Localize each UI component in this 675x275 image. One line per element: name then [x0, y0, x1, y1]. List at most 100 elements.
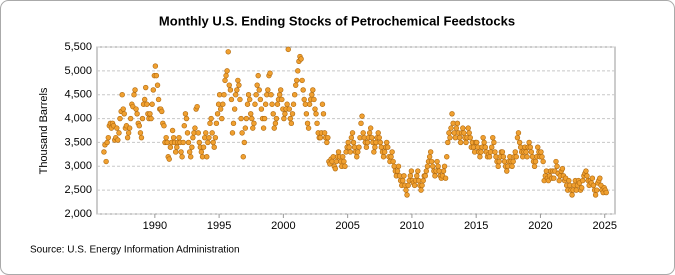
point	[314, 120, 320, 127]
point	[490, 134, 496, 141]
point	[247, 96, 253, 103]
point	[230, 120, 237, 127]
point	[442, 175, 449, 181]
point	[332, 165, 339, 172]
point	[579, 185, 585, 191]
point	[445, 139, 451, 146]
point	[200, 144, 207, 150]
point	[324, 139, 330, 146]
point	[236, 82, 242, 88]
point	[186, 149, 193, 155]
point	[347, 149, 354, 155]
x-tick-label: 2005	[335, 220, 359, 232]
point	[389, 149, 395, 155]
point	[589, 175, 596, 181]
point	[257, 96, 264, 103]
point	[603, 189, 609, 196]
y-tick-label: 2,000	[64, 208, 92, 220]
point	[317, 134, 324, 141]
point	[540, 158, 546, 165]
point	[284, 101, 290, 107]
point	[477, 154, 483, 160]
point	[492, 149, 498, 155]
point	[592, 192, 599, 198]
point	[367, 125, 374, 131]
point	[405, 182, 411, 189]
point	[224, 68, 230, 74]
point	[104, 139, 110, 146]
point	[287, 115, 294, 122]
point	[176, 134, 182, 141]
point	[580, 177, 586, 184]
point	[214, 111, 221, 117]
point	[500, 154, 507, 160]
point	[335, 149, 342, 155]
point	[282, 111, 288, 117]
point	[127, 115, 134, 122]
point	[205, 139, 211, 146]
point	[453, 125, 460, 131]
point	[188, 154, 194, 160]
point	[426, 154, 433, 160]
source: Source: U.S. Energy Information Administ…	[30, 245, 240, 256]
point	[221, 92, 227, 98]
point	[559, 165, 566, 172]
point	[294, 77, 300, 84]
point	[513, 154, 519, 160]
point	[376, 134, 382, 141]
point	[239, 130, 245, 136]
point	[369, 134, 375, 141]
point	[114, 125, 120, 131]
point	[260, 125, 267, 131]
point	[435, 163, 441, 169]
point	[261, 115, 268, 122]
point	[466, 130, 472, 136]
point	[385, 144, 391, 150]
point	[539, 154, 545, 160]
point	[486, 154, 493, 160]
point	[203, 130, 209, 136]
point	[132, 87, 138, 93]
point	[209, 130, 215, 136]
point	[281, 115, 287, 122]
point	[183, 115, 190, 122]
chart-title: Monthly U.S. Ending Stocks of Petrochemi…	[159, 13, 515, 28]
point	[152, 63, 159, 69]
point	[360, 130, 366, 136]
point	[395, 163, 402, 169]
point	[116, 130, 122, 136]
point	[473, 139, 480, 146]
point	[554, 163, 560, 169]
point	[310, 87, 316, 93]
point	[495, 163, 501, 169]
point	[279, 96, 285, 103]
point	[532, 158, 539, 165]
point	[184, 130, 191, 136]
y-tick-label: 2,500	[64, 184, 92, 196]
point	[256, 87, 262, 93]
point	[167, 144, 174, 150]
point	[526, 139, 532, 146]
point	[531, 163, 538, 169]
point	[515, 130, 522, 136]
point	[384, 139, 390, 146]
point	[414, 173, 420, 179]
point	[237, 96, 243, 103]
point	[126, 125, 133, 131]
point	[401, 173, 407, 179]
point	[139, 115, 146, 122]
point	[320, 111, 327, 117]
point	[121, 111, 127, 117]
point	[293, 82, 299, 88]
y-tick-label: 5,500	[64, 41, 92, 53]
point	[252, 101, 258, 107]
point	[375, 130, 381, 136]
point	[227, 87, 234, 93]
point	[408, 168, 415, 174]
point	[381, 149, 388, 155]
point	[204, 154, 210, 160]
point	[235, 77, 241, 84]
point	[196, 139, 203, 146]
